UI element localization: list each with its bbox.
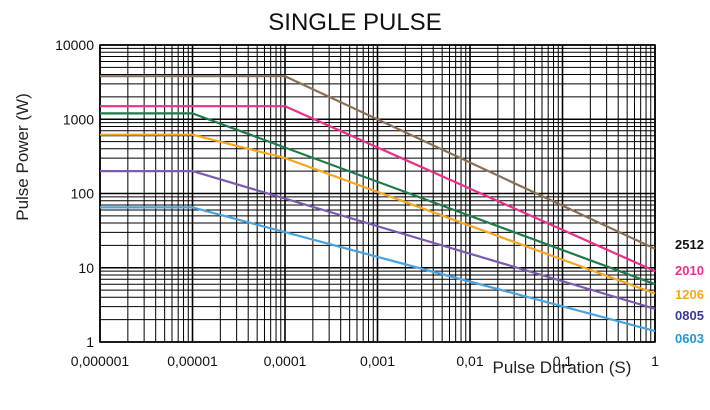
legend-label-2512: 2512 bbox=[675, 237, 704, 252]
x-tick-label: 0,01 bbox=[456, 353, 483, 369]
y-tick-labels: 1 10 100 1000 10000 bbox=[55, 37, 94, 350]
x-tick-label: 0,0001 bbox=[264, 353, 307, 369]
y-tick-label: 1000 bbox=[63, 111, 94, 127]
series-line-0805 bbox=[100, 170, 656, 310]
legend-label-2010: 2010 bbox=[675, 263, 704, 278]
series-line-2010 bbox=[100, 105, 656, 273]
x-tick-label: 0,1 bbox=[553, 353, 573, 369]
legend-label-0805: 0805 bbox=[675, 308, 704, 323]
series-line-2512 bbox=[100, 112, 656, 286]
x-tick-label: 0,00001 bbox=[167, 353, 218, 369]
legend-label-0603: 0603 bbox=[675, 331, 704, 346]
y-axis-label: Pulse Power (W) bbox=[13, 93, 32, 221]
series-lines bbox=[100, 75, 656, 333]
legend: 2512 2010 1206 0805 0603 bbox=[675, 237, 704, 346]
x-tick-label: 0,000001 bbox=[71, 353, 130, 369]
x-axis-label: Pulse Duration (S) bbox=[493, 358, 632, 377]
y-tick-label: 100 bbox=[71, 186, 95, 202]
x-tick-label: 0,001 bbox=[360, 353, 395, 369]
y-tick-label: 10 bbox=[78, 260, 94, 276]
x-tick-labels: 0,000001 0,00001 0,0001 0,001 0,01 0,1 1 bbox=[71, 353, 659, 369]
plot-frame bbox=[99, 44, 656, 343]
series-line-1206 bbox=[100, 133, 656, 295]
grid bbox=[99, 44, 656, 343]
y-tick-label: 10000 bbox=[55, 37, 94, 53]
chart-title: SINGLE PULSE bbox=[268, 9, 441, 36]
legend-label-1206: 1206 bbox=[675, 287, 704, 302]
y-tick-label: 1 bbox=[86, 334, 94, 350]
series-line-0603 bbox=[100, 206, 656, 333]
series-line-2512 bbox=[100, 75, 656, 250]
x-tick-label: 1 bbox=[651, 353, 659, 369]
